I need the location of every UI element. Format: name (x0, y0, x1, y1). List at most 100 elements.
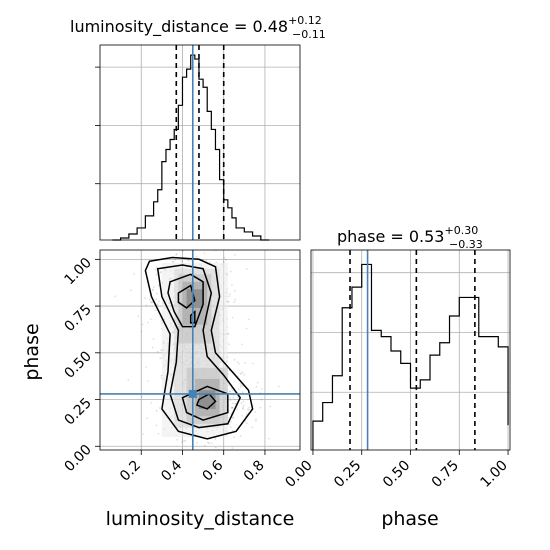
scatter-point (149, 301, 152, 303)
scatter-point (184, 440, 187, 442)
scatter-point (230, 421, 233, 423)
scatter-point (141, 323, 144, 326)
joint-ytick-label-1: 0.25 (61, 395, 94, 428)
phase-grid (311, 250, 510, 450)
scatter-point (145, 304, 148, 307)
scatter-point (236, 396, 239, 399)
contour-3 (181, 385, 229, 421)
scatter-point (140, 396, 143, 398)
scatter-point (148, 298, 151, 301)
joint-truth-marker (188, 389, 197, 398)
scatter-point (233, 436, 235, 439)
scatter-point (156, 292, 158, 295)
scatter-point (172, 260, 174, 263)
scatter-point (230, 387, 233, 390)
scatter-point (133, 273, 135, 275)
scatter-point (241, 391, 244, 394)
phase-xtick-label-3: 0.75 (429, 458, 462, 491)
scatter-point (205, 259, 208, 262)
title-phase: phase = 0.53+0.30 −0.33 (337, 224, 483, 251)
title-phase-plus: +0.30 (444, 224, 478, 237)
scatter-point (159, 357, 162, 360)
contour-1 (156, 264, 242, 429)
scatter-point (237, 388, 240, 390)
title-luminosity-distance-median: 0.48 (252, 17, 288, 36)
scatter-point (224, 258, 227, 261)
scatter-point (151, 346, 154, 349)
scatter-point (233, 301, 236, 303)
scatter-point (243, 373, 246, 376)
lumdist-grid (100, 45, 300, 240)
scatter-point (204, 445, 206, 447)
scatter-point (228, 390, 231, 393)
scatter-point (239, 373, 242, 375)
joint-xtick-label-2: 0.6 (199, 457, 226, 484)
scatter-point (142, 433, 144, 435)
joint-ytick-label-4: 1.00 (61, 255, 94, 288)
scatter-point (223, 256, 226, 259)
scatter-point (151, 288, 154, 291)
scatter-point (240, 372, 243, 375)
scatter-point (228, 295, 230, 298)
y-tick-labels-joint: 0.00 0.25 0.50 0.75 1.00 (61, 255, 94, 475)
scatter-point (155, 273, 158, 276)
scatter-point (155, 424, 158, 427)
scatter-point (260, 398, 263, 401)
histogram-luminosity-distance (95, 44, 301, 241)
scatter-point (238, 362, 241, 365)
scatter-point (240, 435, 242, 437)
scatter-point (231, 406, 233, 409)
scatter-point (259, 406, 262, 409)
scatter-point (234, 402, 237, 405)
contour-2 (167, 273, 204, 328)
joint-density-panel (95, 249, 301, 455)
scatter-point (157, 284, 160, 287)
scatter-point (215, 261, 218, 264)
scatter-point (203, 252, 206, 255)
scatter-point (146, 380, 149, 382)
scatter-point (247, 318, 250, 321)
scatter-point (172, 261, 175, 263)
title-phase-prefix: phase = (337, 227, 409, 246)
scatter-point (140, 330, 143, 333)
scatter-point (227, 300, 230, 303)
scatter-point (277, 385, 280, 388)
scatter-point (242, 406, 245, 409)
scatter-point (236, 361, 239, 363)
x-axis-label-phase: phase (381, 508, 438, 530)
scatter-point (231, 316, 234, 319)
contour-0 (144, 256, 254, 440)
scatter-point (156, 303, 159, 306)
scatter-point (176, 438, 179, 441)
scatter-point (183, 440, 185, 442)
scatter-point (247, 408, 250, 411)
joint-xtick-label-1: 0.4 (158, 457, 185, 484)
scatter-point (154, 268, 157, 271)
scatter-point (268, 437, 270, 440)
scatter-point (155, 266, 158, 269)
scatter-point (157, 432, 160, 435)
scatter-point (240, 384, 243, 387)
scatter-point (246, 413, 248, 416)
scatter-point (233, 358, 236, 361)
scatter-point (244, 362, 247, 364)
scatter-point (154, 309, 157, 311)
scatter-point (160, 349, 162, 352)
scatter-point (241, 415, 244, 417)
scatter-point (231, 284, 233, 286)
scatter-point (232, 396, 235, 399)
scatter-point (214, 438, 217, 441)
scatter-point (231, 406, 234, 409)
scatter-point (242, 385, 244, 387)
scatter-point (231, 447, 234, 449)
scatter-point (160, 271, 163, 273)
scatter-point (227, 332, 230, 335)
joint-frame (99, 249, 301, 451)
scatter-point (130, 289, 132, 292)
joint-ytick-label-3: 0.75 (61, 302, 94, 335)
x-tick-labels-joint: 0.2 0.4 0.6 0.8 (117, 457, 268, 484)
scatter-point (180, 260, 183, 263)
scatter-point (236, 408, 239, 411)
scatter-point (147, 321, 149, 324)
scatter-point (245, 422, 248, 425)
